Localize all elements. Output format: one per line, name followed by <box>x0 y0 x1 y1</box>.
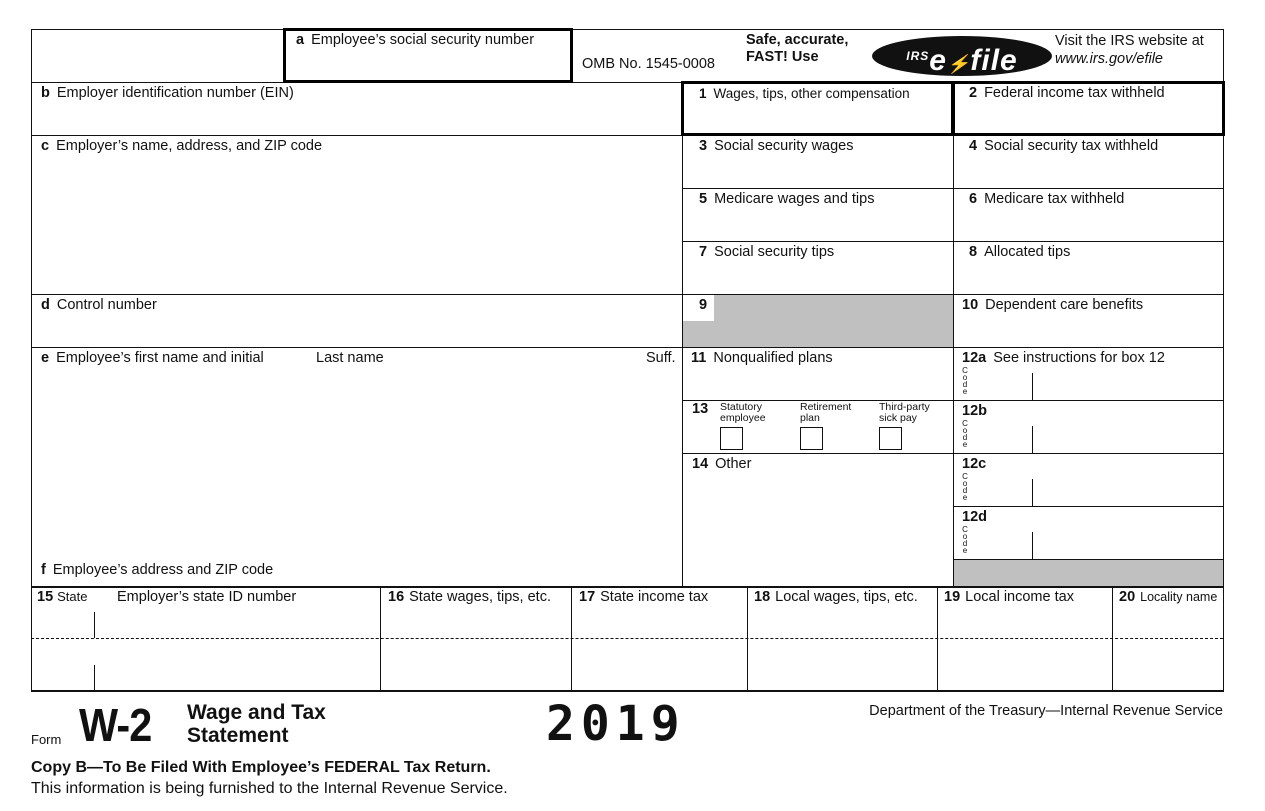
box9-shaded <box>683 295 953 347</box>
form-word: Form <box>31 732 62 747</box>
box16-label: 16 State wages, tips, etc. <box>388 589 551 605</box>
box15-state-label: 15 State <box>37 589 88 605</box>
statutory-employee-checkbox[interactable] <box>720 427 743 450</box>
box17-label: 17 State income tax <box>579 589 709 605</box>
box11-label: 11 Nonqualified plans <box>691 350 833 366</box>
box12a-label: 12a See instructions for box 12 <box>962 350 1165 366</box>
code-label-12c: Code <box>962 472 968 502</box>
box2-label: 2 Federal income tax withheld <box>969 85 1165 101</box>
retirement-plan-checkbox[interactable] <box>800 427 823 450</box>
box9-label: 9 <box>699 297 708 313</box>
suffix-label: Suff. <box>646 350 676 366</box>
form-title: Wage and Tax Statement <box>187 701 326 747</box>
ssn-field[interactable] <box>283 28 573 83</box>
box12c-label: 12c <box>962 456 987 472</box>
box12-shaded <box>954 560 1223 586</box>
copy-b-label: Copy B—To Be Filed With Employee’s FEDER… <box>31 759 491 776</box>
box7-label: 7 Social security tips <box>699 244 835 260</box>
w2-form <box>31 29 1224 692</box>
last-name-label: Last name <box>316 350 384 366</box>
omb-number: OMB No. 1545-0008 <box>582 56 715 72</box>
code-label-12b: Code <box>962 419 968 449</box>
box2-field[interactable] <box>952 81 1225 136</box>
box12d-label: 12d <box>962 509 987 525</box>
box20-label: 20 Locality name <box>1119 589 1218 605</box>
box14-label: 14 Other <box>692 456 752 472</box>
statutory-employee-label: Statutory employee <box>720 401 766 424</box>
state-id-label: Employer’s state ID number <box>117 589 297 605</box>
tax-year: 2019 <box>546 696 686 752</box>
form-id: W-2 <box>79 699 152 751</box>
ein-label: b Employer identification number (EIN) <box>41 85 294 101</box>
employee-address-label: f Employee’s address and ZIP code <box>41 562 274 578</box>
box6-label: 6 Medicare tax withheld <box>969 191 1125 207</box>
employee-name-label: e Employee’s first name and initial <box>41 350 264 366</box>
third-party-sick-pay-checkbox[interactable] <box>879 427 902 450</box>
info-label: This information is being furnished to t… <box>31 780 508 797</box>
third-party-sick-pay-label: Third-party sick pay <box>879 401 930 424</box>
code-label-12d: Code <box>962 525 968 555</box>
irs-website-note: Visit the IRS website at www.irs.gov/efil… <box>1055 33 1204 67</box>
retirement-plan-label: Retirement plan <box>800 401 852 424</box>
box12b-label: 12b <box>962 403 987 419</box>
box10-label: 10 Dependent care benefits <box>962 297 1144 313</box>
box18-label: 18 Local wages, tips, etc. <box>754 589 918 605</box>
box13-label: 13 <box>692 401 709 417</box>
box3-label: 3 Social security wages <box>699 138 854 154</box>
department-label: Department of the Treasury—Internal Reve… <box>869 703 1223 719</box>
ssn-label: a Employee’s social security number <box>296 32 535 48</box>
box5-label: 5 Medicare wages and tips <box>699 191 875 207</box>
control-number-label: d Control number <box>41 297 157 313</box>
irs-efile-logo: IRSe⚡file <box>872 36 1052 77</box>
code-label-12a: Code <box>962 366 968 396</box>
employer-name-label: c Employer’s name, address, and ZIP code <box>41 138 323 154</box>
efile-promo: Safe, accurate, FAST! Use <box>746 32 849 65</box>
box1-label: 1 Wages, tips, other compensation <box>699 86 910 101</box>
box8-label: 8 Allocated tips <box>969 244 1071 260</box>
box19-label: 19 Local income tax <box>944 589 1074 605</box>
box4-label: 4 Social security tax withheld <box>969 138 1159 154</box>
